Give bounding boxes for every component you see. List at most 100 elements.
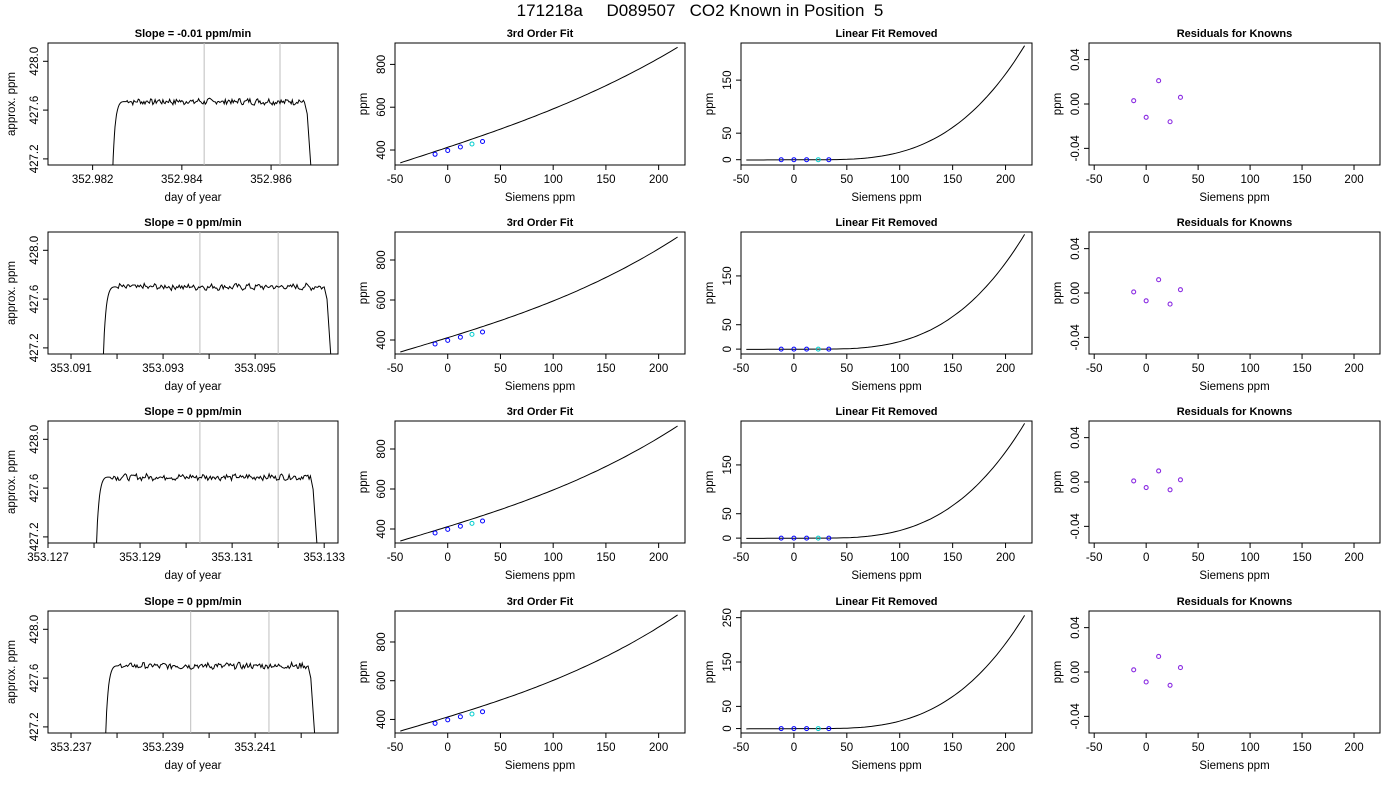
calibration-point: [791, 346, 797, 352]
x-tick-label: 50: [840, 552, 853, 564]
x-axis-label: Siemens ppm: [505, 570, 575, 582]
x-tick-label: 200: [996, 174, 1015, 186]
y-tick-label: 400: [376, 140, 388, 159]
x-tick-label: 200: [1344, 742, 1363, 754]
fit-curve: [746, 45, 1026, 161]
residual-point: [1167, 119, 1173, 125]
chart-panel-2-1: Slope = 0 ppm/min 353.091 353.093 353.095 42…: [6, 217, 339, 393]
x-tick-label: -50: [1086, 174, 1103, 186]
calibration-point: [804, 726, 810, 732]
chart-title: Slope = 0 ppm/min: [144, 217, 242, 229]
fit-curve: [400, 46, 678, 164]
y-axis-label: ppm: [1052, 471, 1064, 493]
plot-content: [746, 423, 1026, 541]
x-tick-label: 0: [445, 552, 451, 564]
x-tick-label: 200: [649, 552, 668, 564]
x-tick-label: 50: [1192, 742, 1205, 754]
calibration-point: [469, 711, 475, 717]
chart-panel-3-2: 3rd Order Fit -50 0 50 100 150 200 400 600 800 Sie…: [358, 406, 686, 582]
residual-point: [1167, 682, 1173, 688]
calibration-point: [469, 141, 475, 147]
x-tick-label: 0: [791, 363, 797, 375]
residual-point: [1143, 484, 1149, 491]
fit-curve: [746, 234, 1026, 350]
plot-content: [1131, 78, 1184, 125]
x-tick-label: 200: [996, 363, 1015, 375]
concentration-trace: [102, 282, 332, 354]
calibration-point: [778, 535, 784, 541]
y-tick-label: 600: [376, 479, 388, 498]
plot-content: [746, 615, 1026, 732]
calibration-point: [445, 337, 451, 343]
plot-content: [746, 234, 1026, 352]
x-tick-label: 100: [544, 552, 563, 564]
x-tick-label: 0: [445, 174, 451, 186]
residual-point: [1167, 301, 1173, 307]
y-axis-label: approx. ppm: [6, 261, 18, 325]
x-tick-label: 100: [890, 174, 909, 186]
x-tick-label: -50: [1086, 742, 1103, 754]
y-tick-label: 0: [722, 346, 734, 352]
chart-title: Slope = 0 ppm/min: [144, 596, 242, 608]
chart-panel-1-3: Linear Fit Removed -50 0 50 100 150 200 0 50 150 S…: [704, 28, 1033, 204]
calibration-point: [432, 530, 438, 536]
residual-point: [1156, 653, 1162, 660]
x-tick-label: 150: [1292, 552, 1311, 564]
y-tick-label: 50: [722, 507, 734, 520]
y-tick-label: 427.2: [29, 145, 41, 174]
concentration-trace: [105, 660, 316, 733]
x-tick-label: 0: [445, 742, 451, 754]
x-axis-label: Siemens ppm: [1199, 570, 1269, 582]
y-tick-label: -0.04: [1070, 324, 1082, 351]
plot-content: [400, 425, 678, 542]
plot-content: [105, 611, 316, 733]
calibration-point: [480, 518, 486, 524]
x-tick-label: 0: [1143, 742, 1149, 754]
y-tick-label: 0.00: [1070, 93, 1082, 115]
chart-panel-3-3: Linear Fit Removed -50 0 50 100 150 200 0 50 150 S…: [704, 406, 1033, 582]
x-tick-label: 50: [494, 174, 507, 186]
y-axis-label: ppm: [1052, 93, 1064, 115]
y-tick-label: 427.6: [29, 285, 41, 314]
chart-panel-3-1: Slope = 0 ppm/min 353.127 353.129 353.131 35…: [6, 406, 345, 582]
calibration-point: [804, 535, 810, 541]
calibration-point: [457, 714, 463, 720]
chart-title: Residuals for Knowns: [1177, 28, 1293, 40]
chart-panel-4-3: Linear Fit Removed -50 0 50 100 150 200 0 50 150 2…: [704, 596, 1033, 772]
plot-content: [96, 421, 318, 543]
y-tick-label: -0.04: [1070, 513, 1082, 540]
calibration-point: [469, 520, 475, 526]
x-tick-label: 352.986: [250, 174, 292, 186]
residual-point: [1143, 679, 1149, 685]
x-tick-label: 353.093: [142, 363, 184, 375]
y-tick-label: 0.00: [1070, 661, 1082, 683]
y-tick-label: 600: [376, 98, 388, 117]
calibration-point: [480, 329, 486, 335]
x-tick-label: 353.131: [211, 552, 253, 564]
x-tick-label: 150: [1292, 363, 1311, 375]
chart-title: Slope = 0 ppm/min: [144, 406, 242, 418]
y-tick-label: 428.0: [29, 425, 41, 454]
plot-content: [102, 232, 332, 354]
x-tick-label: 200: [649, 742, 668, 754]
chart-panel-1-4: Residuals for Knowns -50 0 50 100 150 200 -0.04…: [1052, 28, 1381, 204]
x-tick-label: 352.984: [161, 174, 203, 186]
calibration-point: [826, 157, 832, 163]
x-tick-label: 150: [943, 174, 962, 186]
y-axis-label: ppm: [704, 93, 716, 115]
chart-panel-2-2: 3rd Order Fit -50 0 50 100 150 200 400 600 800 Sie…: [358, 217, 686, 393]
x-tick-label: 0: [1143, 552, 1149, 564]
y-axis-label: ppm: [704, 282, 716, 304]
y-tick-label: 427.6: [29, 474, 41, 503]
residual-point: [1131, 289, 1137, 295]
x-tick-label: 0: [1143, 363, 1149, 375]
calibration-point: [826, 346, 832, 352]
x-tick-label: -50: [387, 552, 404, 564]
x-tick-label: 100: [1240, 174, 1259, 186]
chart-title: Linear Fit Removed: [835, 28, 937, 40]
y-axis-label: ppm: [704, 471, 716, 493]
y-axis-label: approx. ppm: [6, 640, 18, 704]
x-tick-label: 353.095: [234, 363, 276, 375]
calibration-point: [457, 334, 463, 340]
